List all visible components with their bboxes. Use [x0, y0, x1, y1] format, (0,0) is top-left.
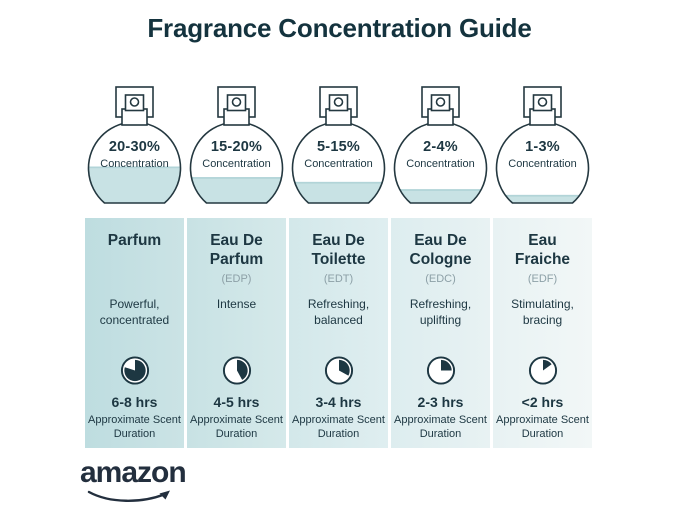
concentration-label: Concentration — [406, 157, 475, 170]
fragrance-name: Eau De Toilette — [311, 232, 366, 268]
nozzle-circle — [537, 97, 548, 107]
fragrance-name: Eau De Cologne — [409, 232, 472, 268]
duration-pie-clock-icon — [528, 356, 557, 385]
fragrance-column: 5-15% Concentration Eau De Toilette (EDT… — [289, 84, 388, 448]
page-title: Fragrance Concentration Guide — [147, 13, 532, 43]
perfume-bottle-illustration: 2-4% Concentration — [391, 84, 490, 218]
concentration-range: 15-20% — [210, 139, 263, 155]
concentration-range: 2-4% — [423, 139, 458, 155]
fragrance-name: Parfum — [107, 232, 162, 249]
fragrance-description: Intense — [216, 297, 257, 311]
duration-value: 6-8 hrs — [111, 394, 158, 410]
fragrance-abbreviation: (EDC) — [425, 273, 456, 285]
fragrance-column: 2-4% Concentration Eau De Cologne (EDC) … — [391, 84, 490, 448]
fragrance-abbreviation: (EDP) — [221, 273, 252, 285]
fragrance-name: Eau De Parfum — [209, 232, 264, 268]
concentration-label: Concentration — [304, 157, 373, 170]
fragrance-info-panel: Eau De Parfum (EDP) Intense 4-5 hrs Appr… — [187, 218, 286, 448]
duration-label: Approximate Scent Duration — [190, 414, 283, 441]
fragrance-description: Stimulating, bracing — [511, 297, 574, 327]
amazon-smile-arrow-icon — [87, 490, 170, 502]
concentration-range: 5-15% — [317, 139, 360, 155]
columns-grid: 20-30% Concentration Parfum Powerful, co… — [85, 84, 592, 448]
fragrance-info-panel: Parfum Powerful, concentrated 6-8 hrs Ap… — [85, 218, 184, 448]
amazon-logo-text: amazon — [80, 456, 187, 489]
duration-pie-clock-icon — [426, 356, 455, 385]
concentration-range: 1-3% — [525, 139, 560, 155]
fragrance-column: 1-3% Concentration Eau Fraiche (EDF) Sti… — [493, 84, 592, 448]
fragrance-column: 15-20% Concentration Eau De Parfum (EDP)… — [187, 84, 286, 448]
duration-value: 4-5 hrs — [213, 394, 260, 410]
bottle-text: 2-4% Concentration — [391, 139, 490, 170]
concentration-label: Concentration — [508, 157, 577, 170]
perfume-bottle-illustration: 5-15% Concentration — [289, 84, 388, 218]
duration-label: Approximate Scent Duration — [496, 414, 589, 441]
nozzle-circle — [435, 97, 446, 107]
fragrance-description: Refreshing, balanced — [307, 297, 370, 327]
fragrance-name: Eau Fraiche — [514, 232, 571, 268]
duration-label: Approximate Scent Duration — [394, 414, 487, 441]
fragrance-abbreviation: (EDT) — [323, 273, 354, 285]
perfume-bottle-illustration: 1-3% Concentration — [493, 84, 592, 218]
bottle-text: 15-20% Concentration — [187, 139, 286, 170]
amazon-logo: amazon — [80, 458, 190, 508]
perfume-bottle-icon — [189, 86, 284, 204]
duration-pie-clock-icon — [222, 356, 251, 385]
concentration-range: 20-30% — [108, 139, 161, 155]
duration-pie-clock-icon — [120, 356, 149, 385]
nozzle-circle — [129, 97, 140, 107]
fragrance-info-panel: Eau De Toilette (EDT) Refreshing, balanc… — [289, 218, 388, 448]
perfume-bottle-illustration: 15-20% Concentration — [187, 84, 286, 218]
concentration-label: Concentration — [202, 157, 271, 170]
duration-label: Approximate Scent Duration — [88, 414, 181, 441]
fragrance-info-panel: Eau De Cologne (EDC) Refreshing, uplifti… — [391, 218, 490, 448]
duration-value: 2-3 hrs — [417, 394, 464, 410]
fragrance-description: Powerful, concentrated — [99, 297, 170, 327]
duration-pie-clock-icon — [324, 356, 353, 385]
perfume-bottle-icon — [87, 86, 182, 204]
concentration-label: Concentration — [100, 157, 169, 170]
nozzle-circle — [333, 97, 344, 107]
duration-label: Approximate Scent Duration — [292, 414, 385, 441]
duration-value: <2 hrs — [521, 394, 564, 410]
perfume-bottle-icon — [393, 86, 488, 204]
fragrance-column: 20-30% Concentration Parfum Powerful, co… — [85, 84, 184, 448]
perfume-bottle-illustration: 20-30% Concentration — [85, 84, 184, 218]
bottle-text: 20-30% Concentration — [85, 139, 184, 170]
fragrance-description: Refreshing, uplifting — [409, 297, 472, 327]
duration-value: 3-4 hrs — [315, 394, 362, 410]
nozzle-circle — [231, 97, 242, 107]
fragrance-info-panel: Eau Fraiche (EDF) Stimulating, bracing <… — [493, 218, 592, 448]
fragrance-abbreviation: (EDF) — [527, 273, 558, 285]
perfume-bottle-icon — [291, 86, 386, 204]
perfume-bottle-icon — [495, 86, 590, 204]
bottle-text: 1-3% Concentration — [493, 139, 592, 170]
bottle-text: 5-15% Concentration — [289, 139, 388, 170]
